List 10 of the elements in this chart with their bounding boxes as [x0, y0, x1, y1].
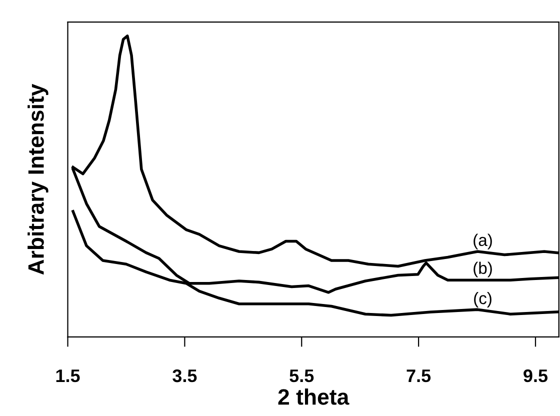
x-axis-title: 2 theta — [278, 388, 350, 405]
series-label: (a) — [474, 234, 492, 250]
x-tick-label: 5.5 — [290, 370, 314, 382]
x-tick-label: 1.5 — [56, 370, 80, 382]
series-label: (c) — [474, 292, 492, 308]
series-label: (b) — [474, 262, 492, 278]
x-tick-label: 7.5 — [406, 370, 431, 382]
x-tick-label: 3.5 — [172, 369, 197, 382]
x-tick-label: 9.5 — [524, 369, 548, 382]
y-axis-title: Arbitrary Intensity — [28, 84, 48, 275]
